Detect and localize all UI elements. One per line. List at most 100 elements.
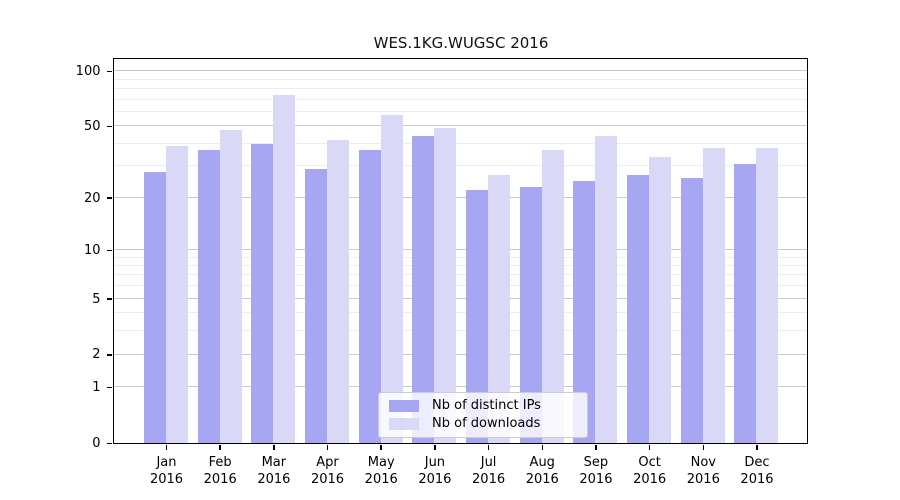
- x-tick-label-mar: Mar 2016: [242, 454, 306, 488]
- x-tick-label-month: Mar: [261, 454, 287, 470]
- bar-feb-downloads: [219, 129, 242, 443]
- x-tick-label-year: 2016: [310, 471, 345, 487]
- y-tick-label-1: 1: [92, 380, 101, 396]
- x-tick-label-month: Jul: [480, 454, 497, 470]
- x-tick-mar: [273, 445, 275, 450]
- x-tick-label-year: 2016: [579, 471, 613, 487]
- x-tick-label-jun: Jun 2016: [403, 454, 467, 488]
- x-tick-label-month: May: [367, 454, 395, 470]
- y-tick-1: [106, 386, 112, 389]
- x-tick-jan: [165, 445, 168, 450]
- x-tick-label-jan: Jan 2016: [135, 454, 199, 488]
- x-tick-may: [380, 445, 382, 450]
- y-tick-2: [106, 354, 112, 356]
- bar-jan-downloads: [166, 145, 188, 443]
- y-tick-label-5: 5: [92, 291, 101, 307]
- minor-gridline-3: [114, 330, 807, 332]
- minor-gridline-9: [114, 256, 807, 258]
- bar-apr-downloads: [327, 140, 350, 443]
- x-tick-aug: [541, 445, 543, 450]
- y-tick-50: [106, 125, 112, 128]
- bar-mar-downloads: [273, 95, 296, 443]
- bar-may-ips: [358, 150, 381, 443]
- bar-oct-downloads: [649, 156, 672, 443]
- bar-jul-downloads: [488, 174, 511, 443]
- minor-gridline-90: [114, 78, 807, 80]
- bar-mar-ips: [251, 143, 274, 443]
- bar-sep-ips: [573, 180, 596, 443]
- minor-gridline-60: [114, 110, 807, 112]
- x-tick-label-dec: Dec 2016: [725, 454, 789, 488]
- x-tick-label-sep: Sep 2016: [564, 454, 628, 488]
- x-tick-jul: [487, 445, 490, 450]
- legend-label-distinct-ips: Nb of distinct IPs: [432, 398, 541, 413]
- bar-dec-downloads: [756, 147, 779, 443]
- x-tick-dec: [756, 445, 758, 450]
- x-tick-label-year: 2016: [472, 471, 506, 487]
- bar-jun-ips: [412, 136, 435, 443]
- x-tick-label-year: 2016: [525, 471, 559, 487]
- legend-item-downloads: Nb of downloads: [389, 417, 577, 431]
- x-tick-label-month: Dec: [744, 454, 770, 470]
- major-gridline-50: [114, 125, 807, 127]
- y-tick-20: [106, 197, 112, 199]
- y-tick-10: [106, 249, 112, 252]
- legend-label-downloads: Nb of downloads: [432, 416, 541, 431]
- x-tick-oct: [648, 445, 651, 450]
- x-tick-label-month: Nov: [690, 454, 716, 470]
- x-tick-label-apr: Apr 2016: [296, 454, 360, 488]
- major-gridline-2: [114, 353, 807, 355]
- x-tick-nov: [702, 445, 705, 450]
- bar-nov-ips: [680, 177, 703, 443]
- x-tick-label-month: Jan: [156, 454, 177, 470]
- x-tick-label-month: Aug: [529, 454, 555, 470]
- legend-swatch-downloads: [389, 418, 419, 430]
- major-gridline-100: [114, 70, 807, 72]
- x-tick-label-aug: Aug 2016: [510, 454, 574, 488]
- minor-gridline-30: [114, 165, 807, 167]
- major-gridline-20: [114, 196, 807, 198]
- x-tick-label-may: May 2016: [349, 454, 413, 488]
- y-tick-label-0: 0: [92, 436, 101, 451]
- bar-jan-ips: [144, 171, 166, 443]
- legend-swatch-distinct-ips: [389, 400, 419, 412]
- x-tick-apr: [326, 445, 329, 450]
- y-tick-0: [106, 442, 112, 445]
- bar-aug-ips: [519, 187, 542, 443]
- major-gridline-5: [114, 297, 807, 299]
- x-tick-label-year: 2016: [203, 471, 237, 487]
- legend: Nb of distinct IPs Nb of downloads: [378, 392, 588, 438]
- legend-item-distinct-ips: Nb of distinct IPs: [389, 399, 577, 413]
- bar-oct-ips: [627, 174, 650, 443]
- x-tick-label-year: 2016: [364, 471, 398, 487]
- x-tick-label-year: 2016: [740, 471, 774, 487]
- bar-dec-ips: [734, 163, 757, 443]
- y-tick-label-50: 50: [83, 119, 101, 135]
- x-tick-label-feb: Feb 2016: [188, 454, 252, 488]
- chart-title: WES.1KG.WUGSC 2016: [373, 34, 549, 52]
- x-tick-label-year: 2016: [418, 471, 452, 487]
- minor-gridline-8: [114, 265, 807, 266]
- x-tick-label-year: 2016: [149, 471, 184, 487]
- x-tick-sep: [595, 445, 597, 450]
- minor-gridline-4: [114, 312, 807, 314]
- x-tick-feb: [219, 445, 221, 450]
- y-tick-label-10: 10: [83, 242, 101, 258]
- minor-gridline-70: [114, 98, 807, 100]
- y-tick-100: [106, 70, 112, 73]
- bar-aug-downloads: [541, 150, 564, 443]
- major-gridline-10: [114, 248, 807, 250]
- bar-nov-downloads: [702, 147, 725, 443]
- x-tick-label-nov: Nov 2016: [671, 454, 735, 488]
- major-gridline-1: [114, 386, 807, 388]
- x-tick-label-year: 2016: [633, 471, 667, 487]
- x-tick-label-jul: Jul 2016: [457, 454, 521, 488]
- minor-gridline-40: [114, 142, 807, 144]
- x-tick-label-month: Jun: [424, 454, 446, 470]
- y-tick-label-20: 20: [83, 190, 101, 206]
- x-tick-label-year: 2016: [257, 471, 291, 487]
- bar-feb-ips: [197, 150, 220, 443]
- y-tick-5: [106, 298, 112, 300]
- minor-gridline-80: [114, 87, 807, 89]
